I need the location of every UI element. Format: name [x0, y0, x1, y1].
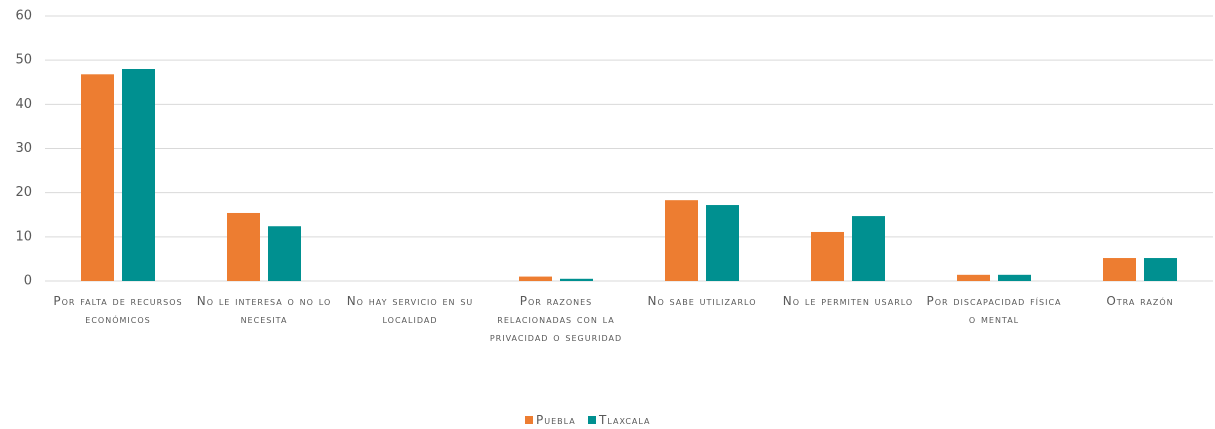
bar: [122, 69, 155, 281]
y-tick-label: 0: [24, 274, 32, 289]
bar: [268, 226, 301, 281]
bar: [1144, 258, 1177, 281]
legend-swatch: [525, 416, 533, 424]
y-tick-label: 10: [15, 229, 32, 244]
legend-label: Puebla: [536, 413, 576, 427]
x-tick-label: Por falta de recursos económicos: [53, 294, 183, 326]
x-tick-label: No sabe utilizarlo: [647, 294, 757, 308]
bar: [519, 276, 552, 281]
y-tick-label: 20: [15, 185, 32, 200]
x-tick-label: Por discapacidad física o mental: [926, 294, 1062, 326]
x-tick-label: No le interesa o no lo necesita: [196, 294, 332, 326]
bar: [1103, 258, 1136, 281]
legend-item: Tlaxcala: [588, 413, 651, 427]
bar: [998, 274, 1031, 281]
x-tick-label: Otra razón: [1106, 294, 1174, 308]
legend-label: Tlaxcala: [599, 413, 651, 427]
y-tick-label: 40: [15, 97, 32, 112]
bar: [665, 200, 698, 281]
y-tick-label: 60: [15, 9, 32, 24]
bar: [706, 205, 739, 281]
bar: [811, 231, 844, 281]
bar: [81, 74, 114, 281]
bar: [227, 212, 260, 281]
bar: [852, 216, 885, 281]
x-tick-label: No hay servicio en su localidad: [346, 294, 474, 326]
bar: [560, 278, 593, 281]
y-tick-label: 30: [15, 141, 32, 156]
legend-swatch: [588, 416, 596, 424]
bar: [957, 274, 990, 281]
x-tick-label: Por razones relacionadas con la privacid…: [489, 294, 623, 344]
legend-item: Puebla: [525, 413, 576, 427]
x-tick-label: No le permiten usarlo: [782, 294, 914, 308]
y-tick-label: 50: [15, 53, 32, 68]
